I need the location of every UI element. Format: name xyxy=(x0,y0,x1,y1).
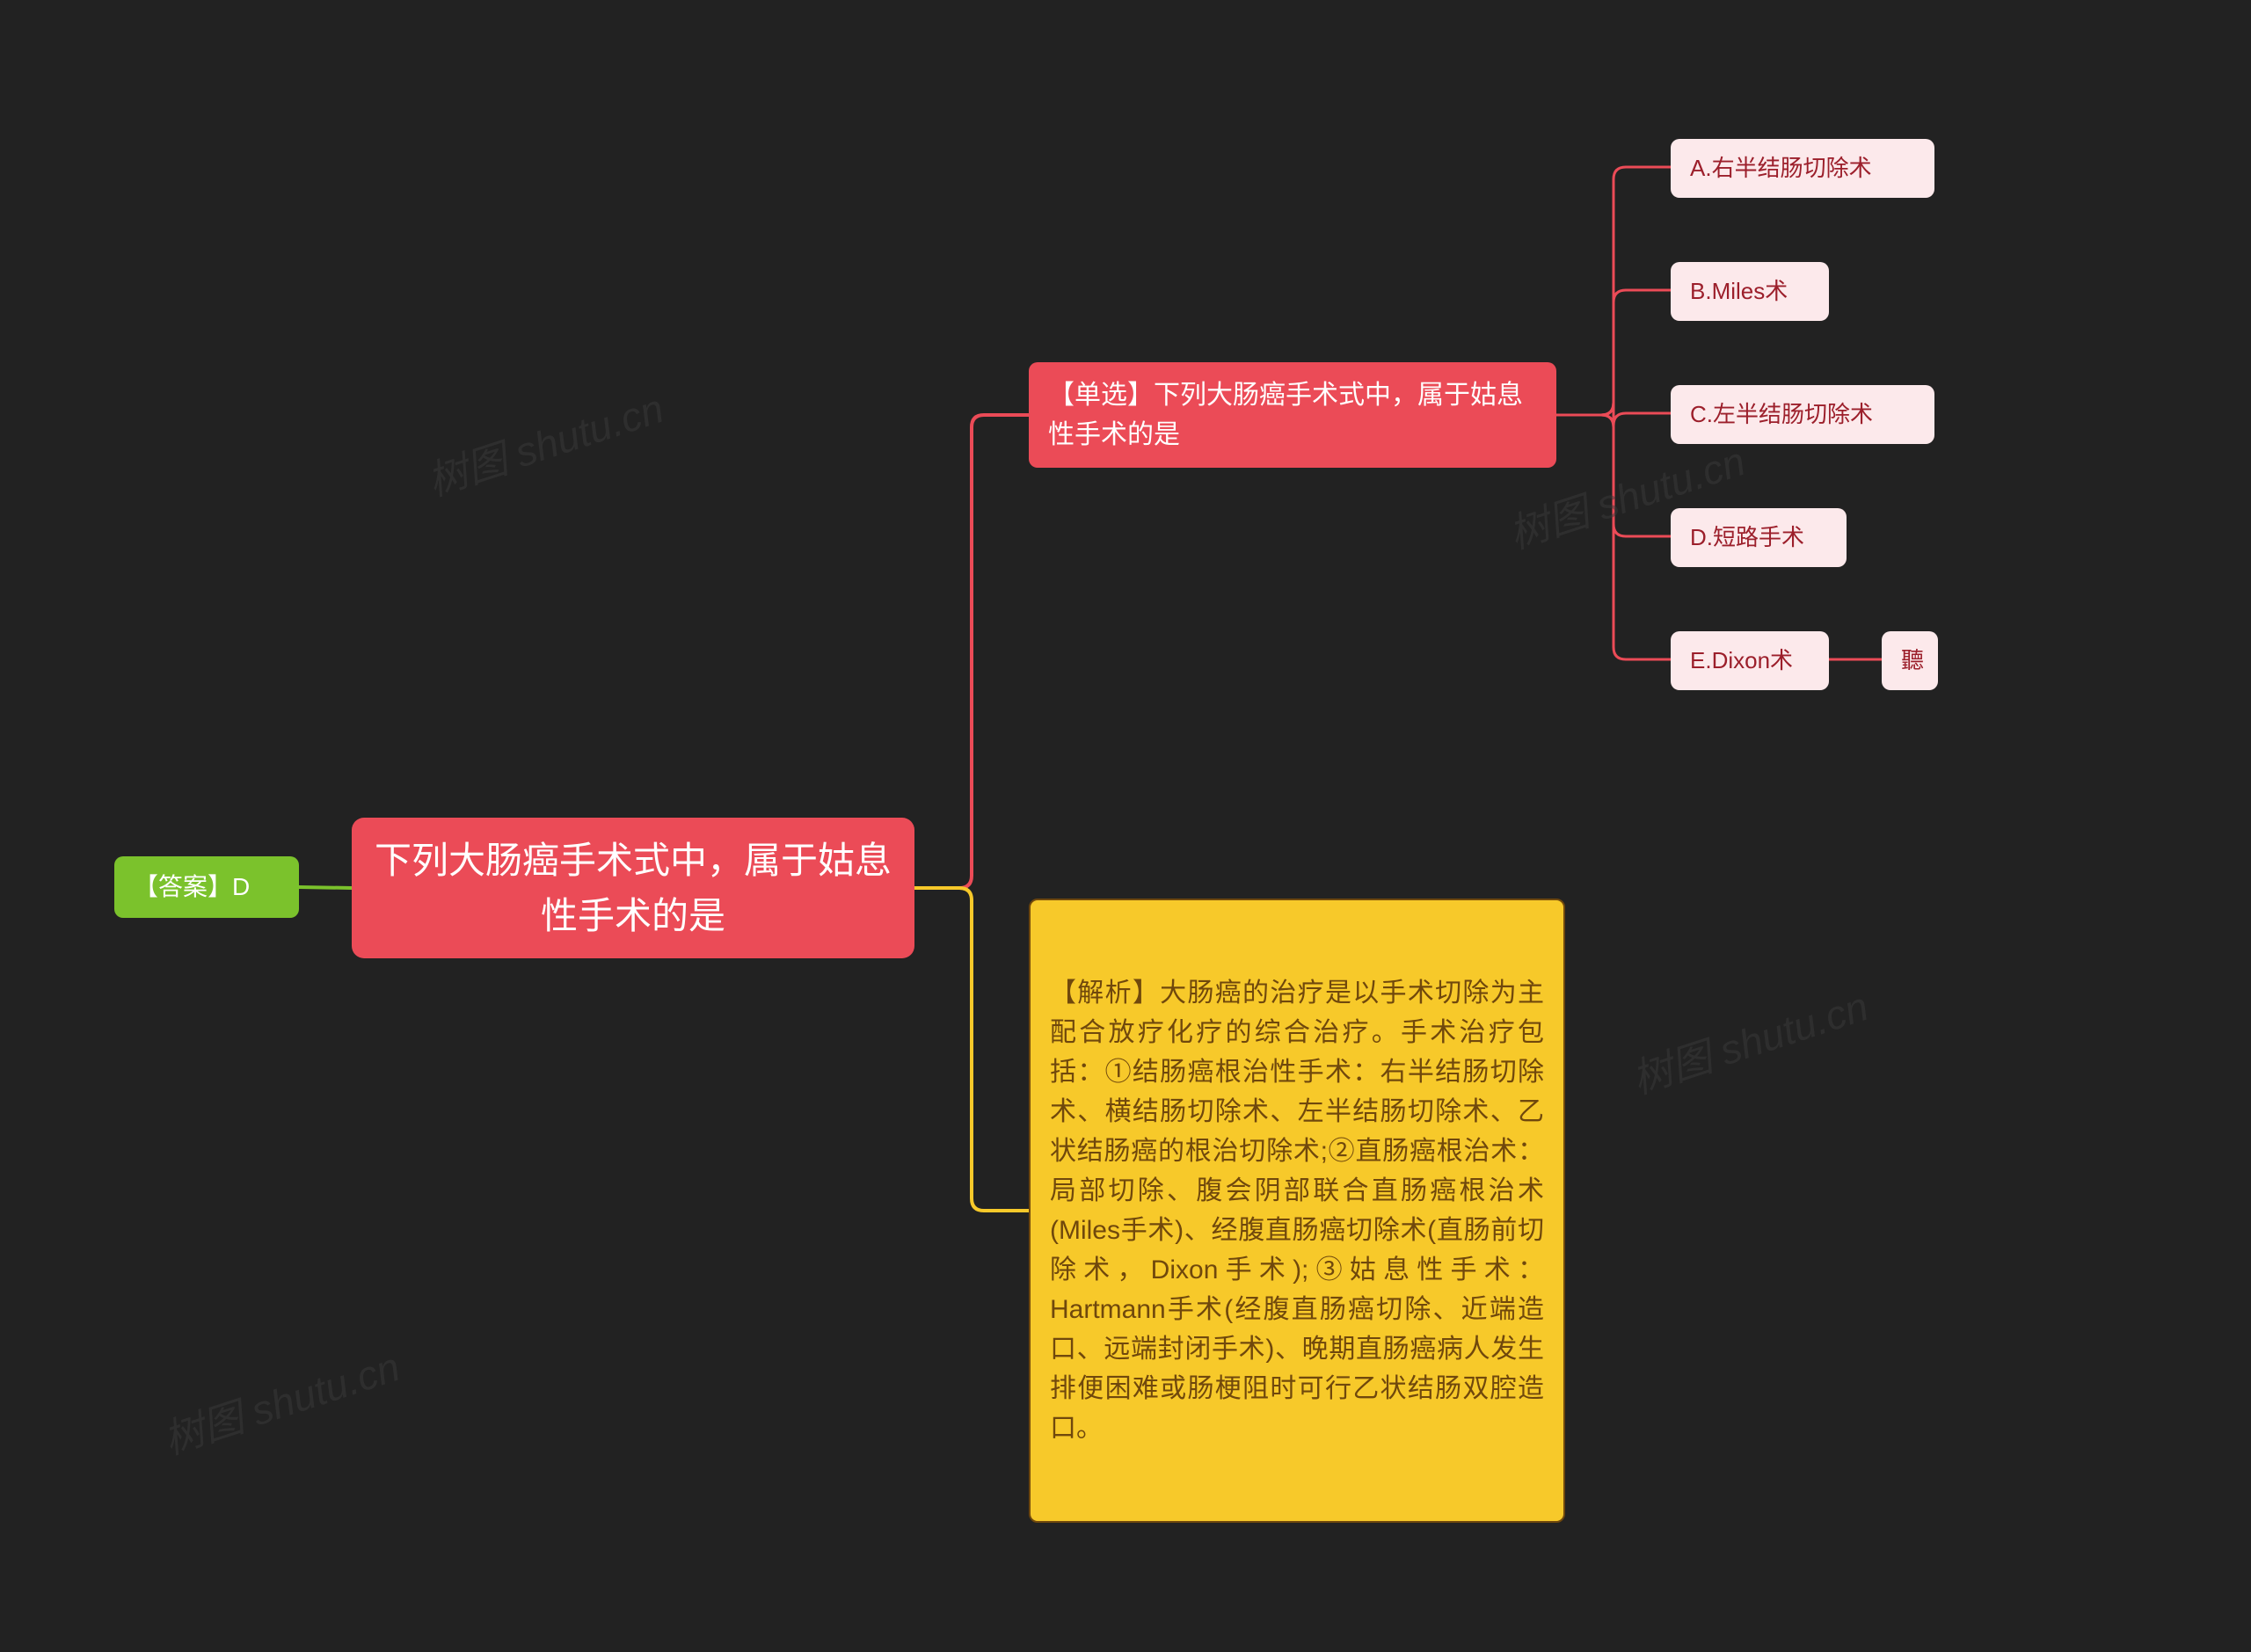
option-d-text: D.短路手术 xyxy=(1690,520,1804,555)
edge xyxy=(1556,167,1671,415)
question-node: 【单选】下列大肠癌手术式中，属于姑息性手术的是 xyxy=(1029,362,1556,468)
edge xyxy=(1556,415,1671,659)
question-text: 【单选】下列大肠癌手术式中，属于姑息性手术的是 xyxy=(1048,375,1537,455)
option-c-text: C.左半结肠切除术 xyxy=(1690,397,1873,432)
answer-text: 【答案】D xyxy=(134,869,250,906)
edge xyxy=(1556,415,1671,536)
watermark: 树图 shutu.cn xyxy=(156,1335,406,1466)
edge xyxy=(1556,290,1671,415)
option-a-text: A.右半结肠切除术 xyxy=(1690,151,1872,186)
watermark: 树图 shutu.cn xyxy=(419,377,670,508)
edge xyxy=(914,888,1029,1211)
edge xyxy=(1556,403,1671,426)
option-d-node: D.短路手术 xyxy=(1671,508,1847,567)
option-e-leaf-node: 聽 xyxy=(1882,631,1938,690)
root-text: 下列大肠癌手术式中，属于姑息性手术的是 xyxy=(371,833,895,943)
analysis-node: 【解析】大肠癌的治疗是以手术切除为主配合放疗化疗的综合治疗。手术治疗包括：①结肠… xyxy=(1029,899,1565,1523)
answer-node: 【答案】D xyxy=(114,856,299,918)
analysis-text: 【解析】大肠癌的治疗是以手术切除为主配合放疗化疗的综合治疗。手术治疗包括：①结肠… xyxy=(1050,973,1544,1448)
option-e-node: E.Dixon术 xyxy=(1671,631,1829,690)
option-c-node: C.左半结肠切除术 xyxy=(1671,385,1934,444)
option-e-text: E.Dixon术 xyxy=(1690,644,1793,678)
option-e-leaf-text: 聽 xyxy=(1901,644,1924,678)
edge xyxy=(914,415,1029,888)
option-b-node: B.Miles术 xyxy=(1671,262,1829,321)
option-b-text: B.Miles术 xyxy=(1690,274,1788,309)
root-node: 下列大肠癌手术式中，属于姑息性手术的是 xyxy=(352,818,914,958)
edge xyxy=(299,887,352,888)
option-a-node: A.右半结肠切除术 xyxy=(1671,139,1934,198)
watermark: 树图 shutu.cn xyxy=(1624,975,1875,1106)
